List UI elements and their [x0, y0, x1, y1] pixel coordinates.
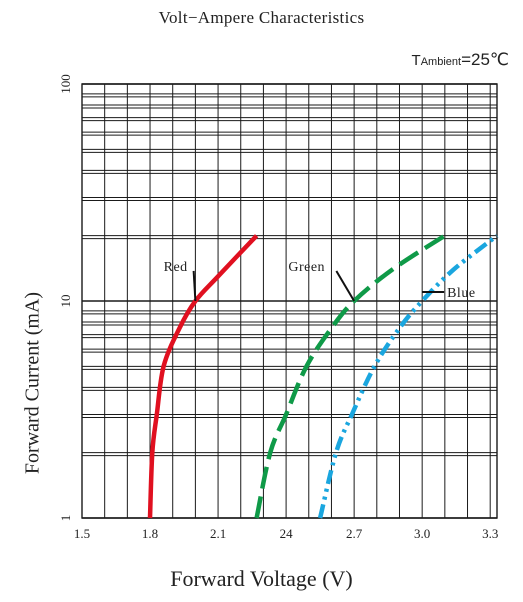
grid [81, 83, 498, 519]
ambient-note-value: =25℃ [461, 50, 509, 69]
x-tick-label: 3.0 [414, 526, 430, 541]
tick-labels: 1.5 1.8 2.1 24 2.7 3.0 3.3 1 10 100 [58, 74, 498, 541]
series-label-green: Green [288, 260, 325, 275]
y-tick-label: 1 [58, 515, 73, 522]
x-tick-label: 1.8 [142, 526, 158, 541]
label-pointer-green [335, 270, 355, 302]
label-pointer-red [192, 270, 197, 302]
series-labels: Red Green Blue [164, 260, 475, 302]
series-label-red: Red [164, 260, 188, 275]
x-axis-label: Forward Voltage (V) [170, 566, 353, 591]
x-tick-label: 3.3 [482, 526, 498, 541]
y-tick-label: 10 [58, 295, 73, 308]
y-tick-label: 100 [58, 74, 73, 94]
ambient-note-prefix: T [411, 52, 421, 69]
series-line-green [254, 233, 447, 519]
series-curves [147, 233, 499, 519]
x-tick-label: 1.5 [74, 526, 90, 541]
series-line-blue [317, 233, 499, 519]
x-tick-label: 2.1 [210, 526, 226, 541]
ambient-note-subscript: Ambient [420, 56, 462, 68]
ambient-temperature-note: TAmbient=25℃ [412, 50, 509, 70]
chart-title: Volt−Ampere Characteristics [158, 8, 365, 27]
series-line-red [147, 234, 259, 519]
series-label-blue: Blue [447, 286, 475, 301]
plot-frame [81, 83, 498, 519]
x-tick-label: 24 [280, 526, 294, 541]
x-tick-label: 2.7 [346, 526, 363, 541]
